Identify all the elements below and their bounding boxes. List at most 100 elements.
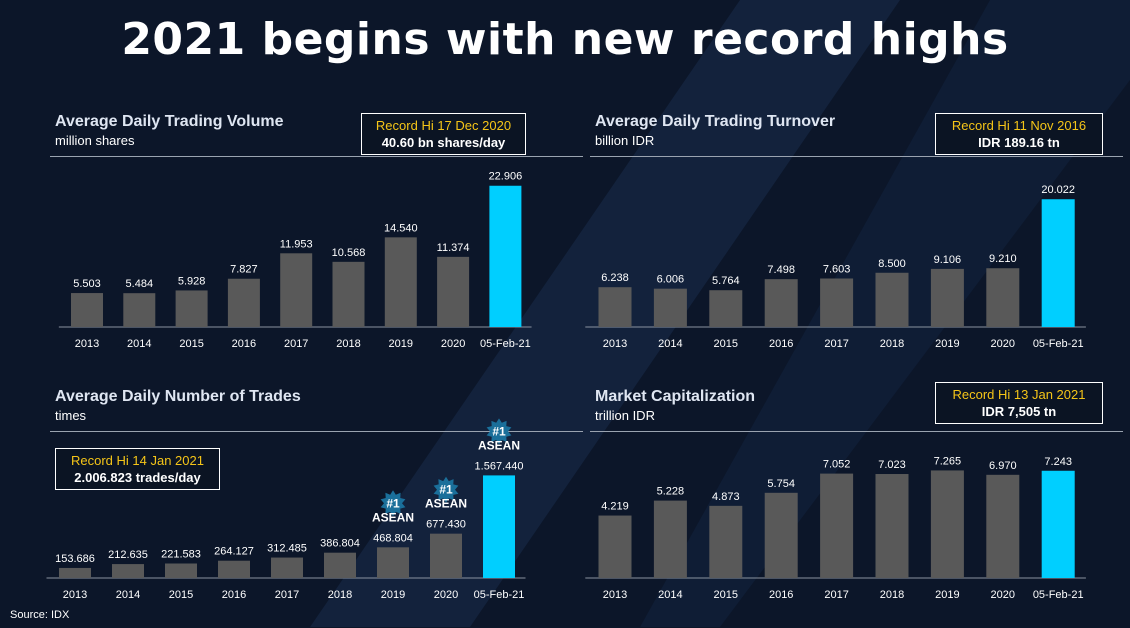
bar-value-label: 212.635 — [108, 549, 148, 561]
bar-value-label: 7.827 — [230, 264, 258, 276]
bar-value-label: 14.540 — [384, 222, 418, 234]
badge-star — [380, 490, 406, 517]
bar-2013 — [59, 567, 91, 578]
bar-2020 — [986, 474, 1020, 578]
bar-value-label: 7.023 — [878, 459, 906, 471]
bar-2015 — [709, 505, 743, 578]
bar-2015 — [709, 290, 743, 327]
bar-value-label: 9.210 — [989, 253, 1017, 265]
bar-value-label: 221.583 — [161, 548, 201, 560]
bar-value-label: 5.754 — [767, 478, 795, 490]
trading-turnover-panel: Average Daily Trading Turnover billion I… — [585, 113, 1123, 353]
bar-value-label: 11.374 — [437, 242, 470, 254]
bar-05-Feb-21 — [1041, 470, 1075, 578]
bar-value-label: 386.804 — [320, 538, 360, 550]
bar-value-label: 9.106 — [934, 254, 962, 266]
x-tick-label: 2018 — [880, 589, 904, 601]
x-tick-label: 2014 — [116, 589, 140, 601]
panel-divider — [590, 431, 1123, 432]
panel-subtitle: times — [55, 408, 87, 423]
badge-rank: #1 — [492, 424, 506, 438]
x-tick-label: 2014 — [127, 338, 151, 350]
badge-label: ASEAN — [425, 497, 467, 511]
x-tick-label: 2019 — [389, 338, 413, 350]
x-tick-label: 05-Feb-21 — [480, 338, 531, 350]
bar-2018 — [332, 261, 365, 327]
record-label: Record Hi 11 Nov 2016 — [951, 118, 1087, 133]
x-tick-label: 05-Feb-21 — [1033, 338, 1084, 350]
badge-star — [433, 476, 459, 503]
bar-value-label: 264.127 — [214, 546, 254, 558]
bar-2019 — [377, 547, 409, 578]
bar-2019 — [930, 268, 964, 327]
turnover-bar-chart: 6.238 2013 6.006 2014 5.764 2015 7.498 2016 7.60… — [585, 184, 1086, 350]
bar-value-label: 6.238 — [601, 272, 629, 284]
badge-label: ASEAN — [478, 438, 520, 452]
x-tick-label: 2020 — [441, 338, 465, 350]
bar-2013 — [598, 515, 632, 578]
bar-value-label: 153.686 — [55, 553, 95, 565]
bar-value-label: 7.243 — [1044, 456, 1072, 468]
bar-value-label: 22.906 — [489, 171, 523, 183]
x-tick-label: 05-Feb-21 — [1033, 589, 1084, 601]
bar-2018 — [875, 272, 909, 327]
bar-value-label: 7.052 — [823, 459, 851, 471]
bar-value-label: 5.228 — [657, 486, 685, 498]
badge-label: ASEAN — [372, 510, 414, 524]
x-tick-label: 2013 — [603, 589, 627, 601]
bar-value-label: 7.603 — [823, 263, 851, 275]
panel-title: Market Capitalization — [595, 388, 756, 405]
x-tick-label: 2018 — [880, 338, 904, 350]
panel-divider — [590, 156, 1123, 157]
badge-rank: #1 — [439, 483, 453, 497]
panel-title: Average Daily Trading Volume — [55, 113, 284, 130]
x-tick-label: 2013 — [75, 338, 99, 350]
bar-value-label: 5.484 — [126, 278, 154, 290]
bar-value-label: 1.567.440 — [475, 460, 524, 472]
record-box: Record Hi 17 Dec 2020 40.60 bn shares/da… — [361, 113, 526, 155]
bar-2019 — [930, 470, 964, 578]
volume-bar-chart: 5.503 2013 5.484 2014 5.928 2015 7.827 2016 11.9… — [58, 171, 532, 350]
market-capitalization-panel: Market Capitalization trillion IDR Recor… — [585, 382, 1123, 628]
bar-2013 — [71, 293, 103, 327]
bar-2017 — [820, 278, 854, 327]
record-label: Record Hi 14 Jan 2021 — [71, 453, 204, 468]
bar-2014 — [112, 564, 144, 578]
record-label: Record Hi 17 Dec 2020 — [375, 118, 512, 133]
x-tick-label: 2019 — [935, 589, 959, 601]
bar-value-label: 677.430 — [426, 519, 466, 531]
bar-value-label: 5.764 — [712, 275, 740, 287]
bar-2015 — [175, 290, 208, 327]
x-tick-label: 2019 — [381, 589, 405, 601]
x-tick-label: 2015 — [714, 338, 738, 350]
bar-2018 — [875, 474, 909, 578]
record-value: IDR 189.16 tn — [978, 135, 1060, 150]
panel-divider — [50, 156, 583, 157]
panel-subtitle: billion IDR — [595, 133, 655, 148]
bar-2018 — [324, 552, 356, 578]
bar-2016 — [218, 560, 250, 578]
badge-star — [486, 418, 512, 445]
record-value: IDR 7,505 tn — [981, 404, 1057, 419]
trades-bar-chart: 153.686 2013 212.635 2014 221.583 2015 264.127… — [46, 418, 526, 601]
x-tick-label: 2013 — [63, 589, 87, 601]
bar-2020 — [437, 256, 470, 327]
x-tick-label: 2016 — [769, 338, 793, 350]
x-tick-label: 2020 — [434, 589, 458, 601]
x-tick-label: 2019 — [935, 338, 959, 350]
x-tick-label: 05-Feb-21 — [474, 589, 525, 601]
number-of-trades-panel: Average Daily Number of Trades times Rec… — [46, 388, 583, 628]
bar-value-label: 7.498 — [767, 264, 795, 276]
x-tick-label: 2017 — [284, 338, 308, 350]
bar-2014 — [653, 500, 687, 578]
x-tick-label: 2016 — [222, 589, 246, 601]
bar-value-label: 20.022 — [1041, 184, 1075, 196]
record-label: Record Hi 13 Jan 2021 — [952, 387, 1086, 402]
bar-2014 — [123, 293, 156, 327]
bar-value-label: 11.953 — [280, 238, 313, 250]
x-tick-label: 2018 — [328, 589, 352, 601]
bar-2013 — [598, 287, 632, 327]
bar-2020 — [430, 533, 462, 578]
